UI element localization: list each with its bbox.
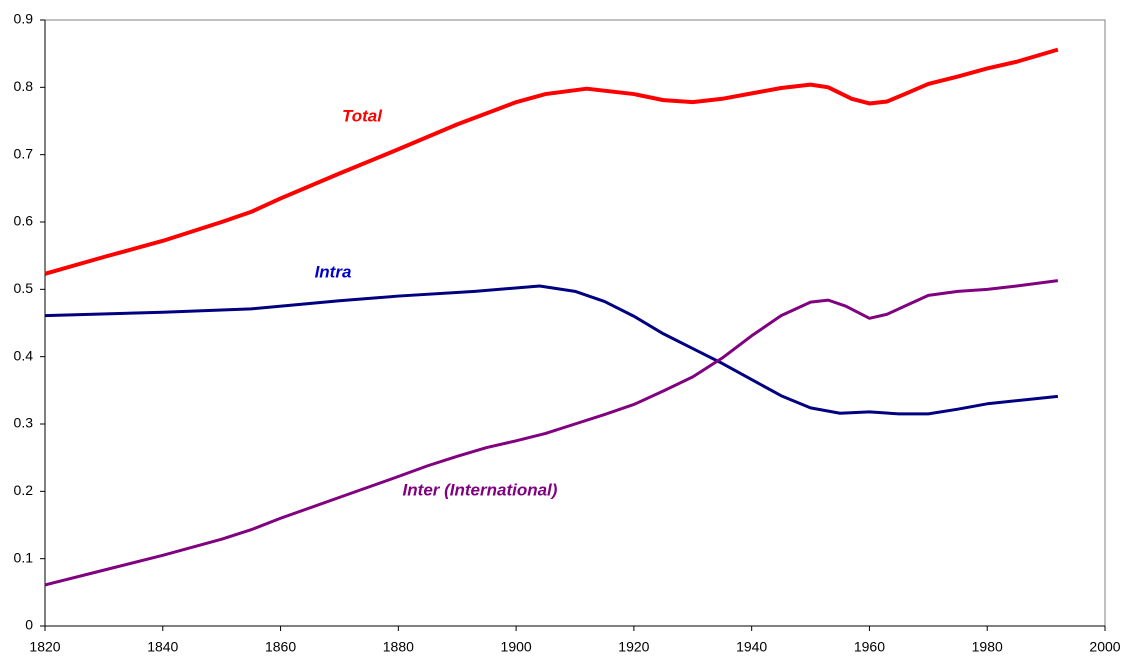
x-tick-label: 1900 bbox=[501, 639, 532, 655]
y-tick-label: 0.9 bbox=[14, 11, 34, 27]
series-label: Inter (International) bbox=[403, 480, 558, 499]
x-tick-label: 1960 bbox=[854, 639, 885, 655]
y-tick-label: 0 bbox=[25, 617, 33, 633]
y-tick-label: 0.8 bbox=[14, 78, 34, 94]
series-line bbox=[44, 284, 1059, 416]
x-tick-label: 1880 bbox=[383, 639, 414, 655]
series-label: Intra bbox=[315, 262, 352, 281]
x-tick-label: 1820 bbox=[29, 639, 60, 655]
y-tick-label: 0.6 bbox=[14, 213, 34, 229]
series-label: Total bbox=[342, 106, 383, 125]
y-tick-label: 0.1 bbox=[14, 549, 34, 565]
x-tick-label: 1840 bbox=[147, 639, 178, 655]
y-tick-label: 0.5 bbox=[14, 280, 34, 296]
series-line bbox=[44, 47, 1059, 276]
x-tick-label: 1940 bbox=[736, 639, 767, 655]
plot-frame bbox=[44, 19, 1106, 627]
x-tick-label: 1920 bbox=[618, 639, 649, 655]
series-line bbox=[44, 279, 1059, 587]
y-tick-label: 0.3 bbox=[14, 415, 34, 431]
x-tick-label: 2000 bbox=[1089, 639, 1120, 655]
y-tick-label: 0.2 bbox=[14, 482, 34, 498]
y-tick-label: 0.4 bbox=[14, 347, 34, 363]
x-tick-label: 1980 bbox=[972, 639, 1003, 655]
x-tick-label: 1860 bbox=[265, 639, 296, 655]
y-tick-label: 0.7 bbox=[14, 145, 34, 161]
